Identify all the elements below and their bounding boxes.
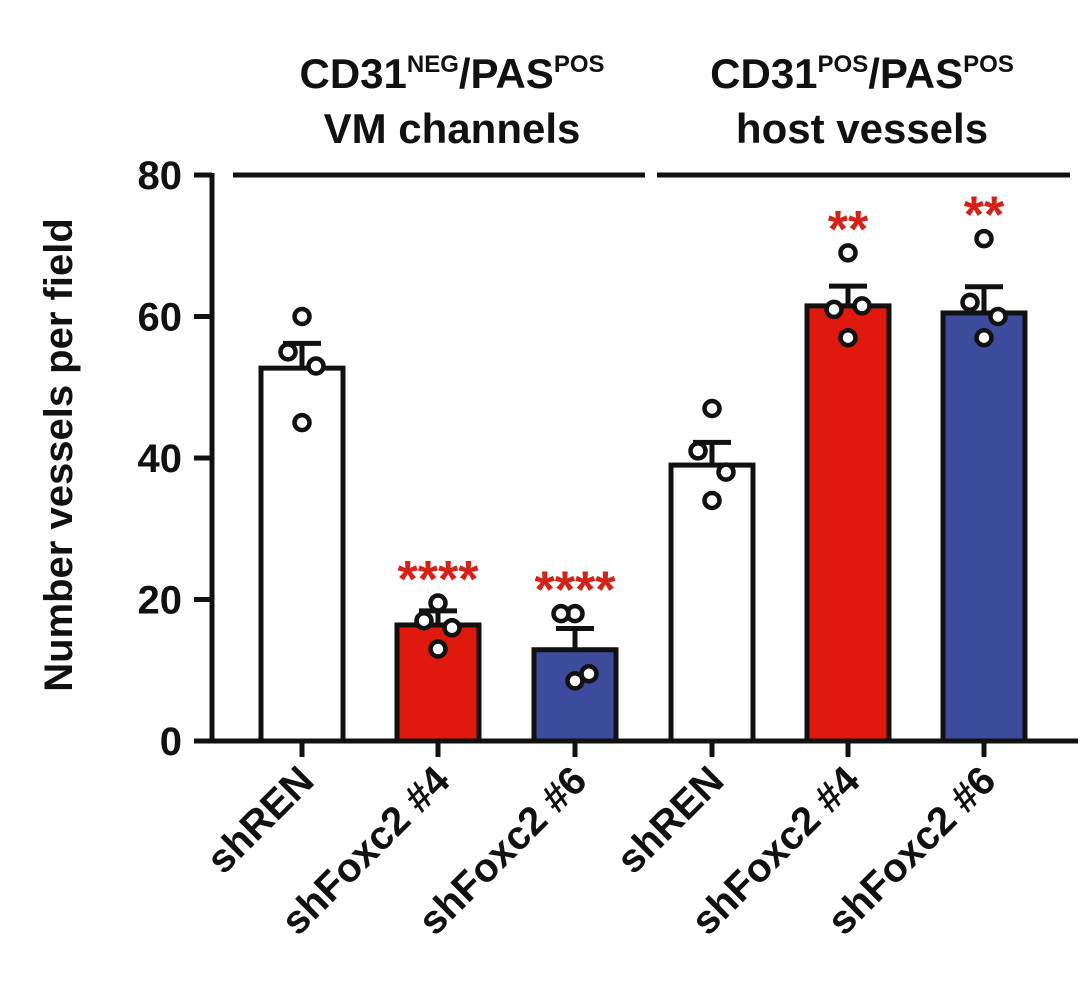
data-point: [428, 593, 448, 613]
significance-label: ****: [535, 562, 617, 620]
group-title-superscript: POS: [554, 51, 605, 78]
bar: [940, 310, 1028, 744]
bar: [668, 462, 756, 744]
data-point: [278, 342, 298, 362]
data-point: [838, 327, 858, 348]
data-point: [292, 412, 312, 433]
data-point: [852, 296, 872, 316]
y-tick-label: 40: [138, 437, 183, 481]
data-point: [702, 398, 722, 419]
group-title-superscript: NEG: [407, 51, 459, 78]
group-title-superscript: POS: [818, 51, 869, 78]
y-tick-label: 80: [138, 154, 183, 198]
group-title-text: CD31: [299, 50, 406, 97]
data-point: [442, 618, 462, 638]
bar: [531, 647, 619, 744]
significance-label: **: [828, 201, 869, 259]
data-point: [428, 639, 448, 659]
bar: [804, 303, 892, 744]
y-tick-label: 60: [138, 296, 183, 340]
data-point: [988, 306, 1008, 327]
points-layer: [278, 228, 1008, 691]
group-title-text: /PAS: [459, 50, 554, 97]
data-point: [838, 243, 858, 263]
data-point: [292, 306, 312, 327]
data-point: [960, 292, 980, 313]
group-title-text: /PAS: [868, 50, 963, 97]
data-point: [716, 462, 736, 482]
y-tick-label: 20: [138, 579, 183, 623]
group-title-text: CD31: [710, 50, 817, 97]
y-axis-title: Number vessels per field: [37, 218, 81, 692]
data-point: [306, 356, 326, 376]
x-tick-label: shREN: [199, 758, 323, 882]
group-title-line2: host vessels: [736, 105, 988, 152]
group-title-line1: CD31NEG/PASPOS: [299, 50, 604, 97]
data-point: [974, 228, 994, 249]
data-point: [974, 327, 994, 348]
data-point: [824, 299, 844, 320]
bars-layer: [258, 283, 1028, 744]
data-point: [702, 490, 722, 511]
data-point: [551, 603, 571, 624]
group-title-line2: VM channels: [324, 105, 581, 152]
data-point: [414, 610, 434, 631]
x-tick-label: shREN: [609, 758, 733, 882]
y-tick-label: 0: [160, 720, 182, 764]
group-title-superscript: POS: [963, 51, 1014, 78]
significance-label: **: [964, 187, 1005, 245]
significance-label: ****: [398, 551, 480, 609]
group-title-line1: CD31POS/PASPOS: [710, 50, 1014, 97]
data-point: [565, 671, 585, 691]
axes-layer: [194, 172, 1078, 757]
data-point: [688, 441, 708, 461]
